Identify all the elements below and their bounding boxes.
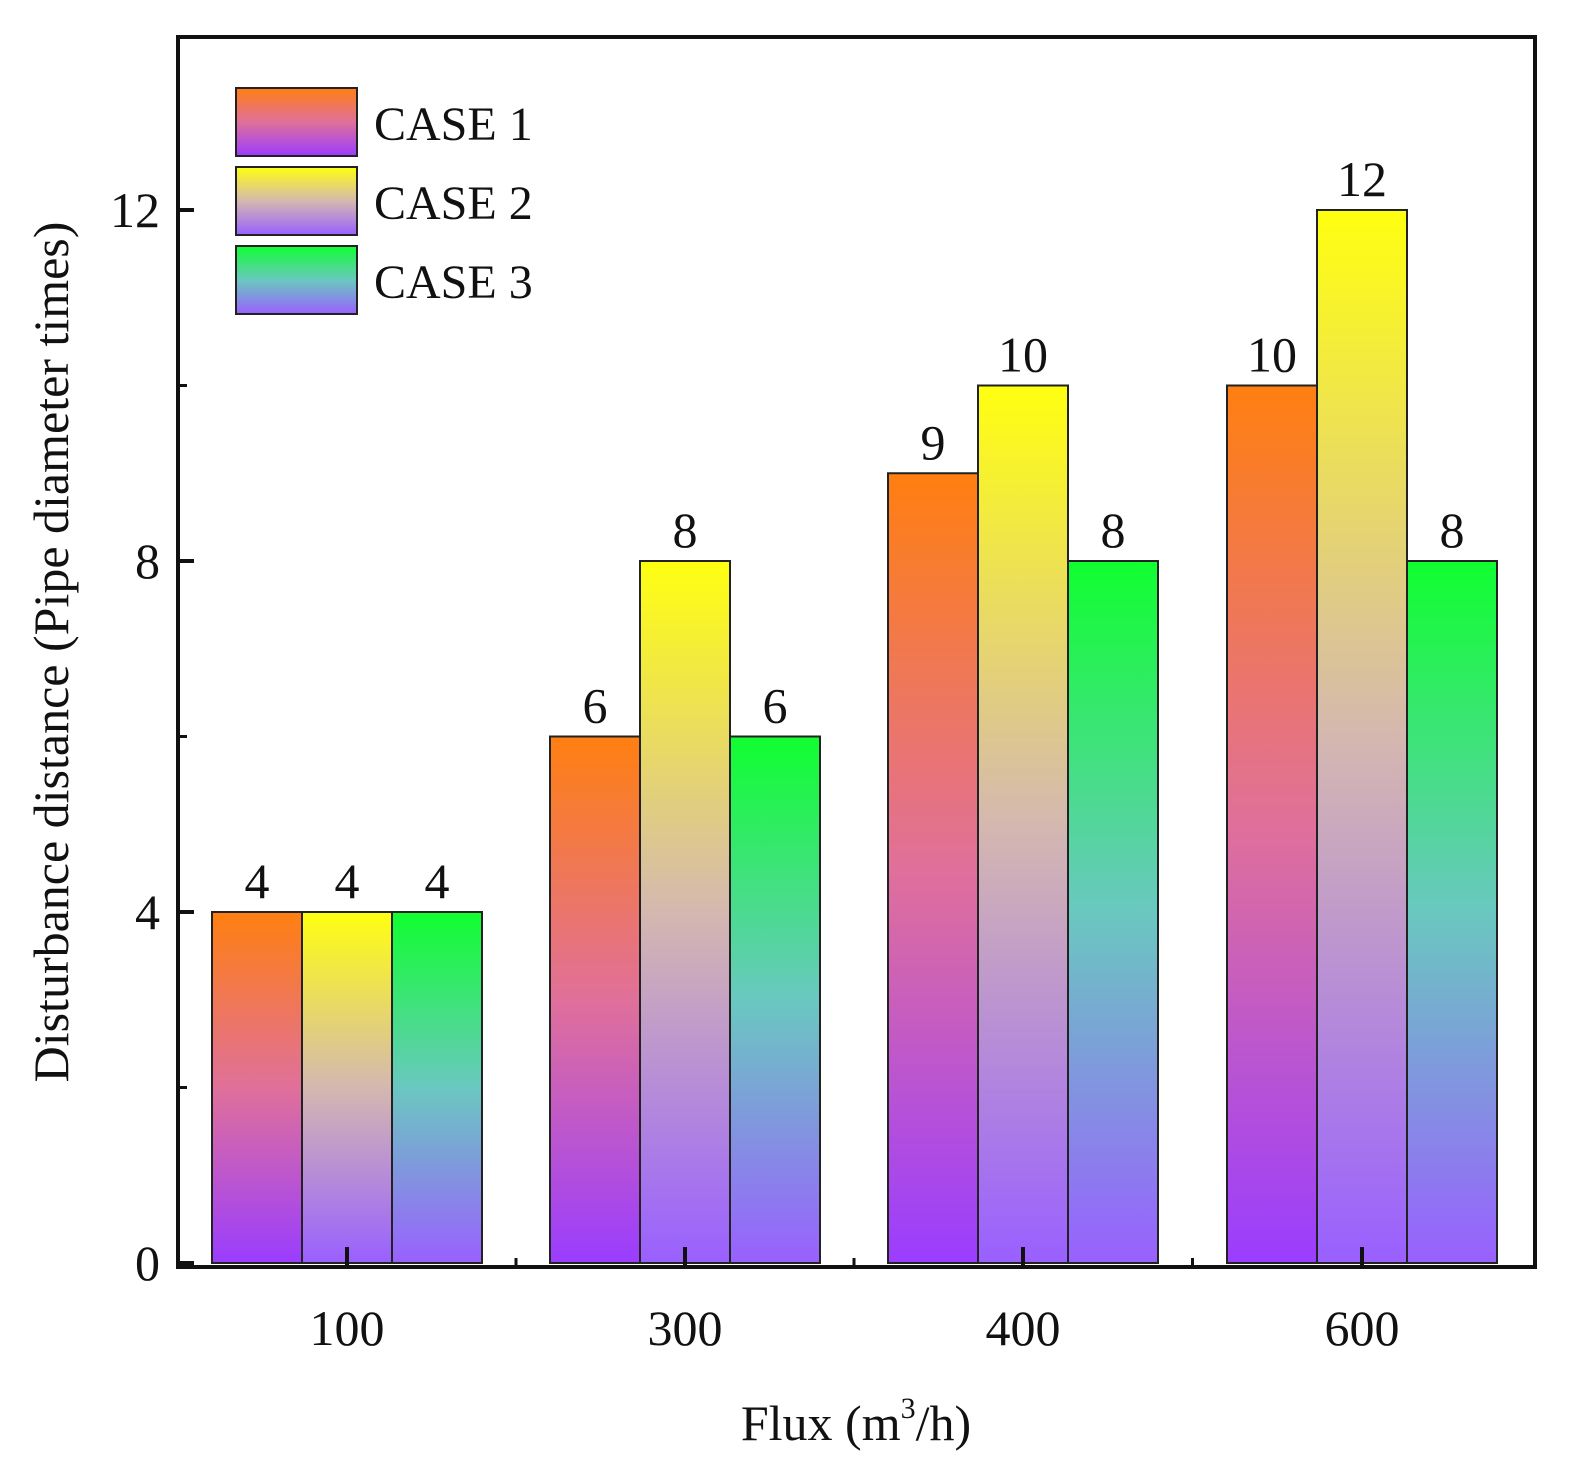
x-axis-title-suffix: /h) <box>916 1395 972 1451</box>
y-axis-title: Disturbance distance (Pipe diameter time… <box>23 222 79 1083</box>
legend-label: CASE 2 <box>374 177 533 230</box>
x-tick-label: 400 <box>986 1300 1061 1356</box>
data-label: 9 <box>921 414 946 470</box>
x-tick-label: 300 <box>648 1300 723 1356</box>
bar-case-1-600 <box>1226 384 1318 1264</box>
data-label: 4 <box>245 853 270 909</box>
data-label: 10 <box>998 327 1048 383</box>
bar-case-1-100 <box>211 911 303 1264</box>
data-label: 12 <box>1337 151 1387 207</box>
bar-case-1-400 <box>887 472 979 1264</box>
x-axis-title-superscript: 3 <box>901 1392 916 1425</box>
legend-swatch-case-1 <box>235 87 358 157</box>
legend: CASE 1 CASE 2 CASE 3 <box>235 87 533 315</box>
bar-case-3-300 <box>729 735 821 1264</box>
x-tick-label: 100 <box>310 1300 385 1356</box>
bar-case-2-100 <box>301 911 393 1264</box>
data-label: 10 <box>1247 327 1297 383</box>
data-label: 6 <box>763 678 788 734</box>
data-label: 4 <box>335 853 360 909</box>
y-tick-label: 8 <box>135 533 160 589</box>
data-label: 4 <box>425 853 450 909</box>
y-tick-label: 12 <box>110 182 160 238</box>
bar-case-3-400 <box>1067 560 1159 1264</box>
legend-swatch-case-2 <box>235 166 358 236</box>
data-label: 8 <box>1101 502 1126 558</box>
x-tick-label: 600 <box>1325 1300 1400 1356</box>
y-axis: 0 4 8 12 <box>110 182 194 1291</box>
legend-swatch-case-3 <box>235 245 358 315</box>
data-label: 8 <box>1440 502 1465 558</box>
bar-case-2-600 <box>1316 209 1408 1264</box>
x-axis-title-prefix: Flux (m <box>741 1395 901 1451</box>
legend-label: CASE 1 <box>374 98 533 151</box>
data-labels-layer: 4 4 4 6 8 6 9 10 8 10 12 8 <box>245 151 1465 909</box>
y-tick-label: 4 <box>135 884 160 940</box>
x-axis: 100 300 400 600 <box>310 1247 1400 1356</box>
data-label: 8 <box>673 502 698 558</box>
x-axis-title: Flux (m3/h) <box>741 1392 971 1451</box>
legend-label: CASE 3 <box>374 256 533 309</box>
bar-case-2-300 <box>639 560 731 1264</box>
bar-case-3-600 <box>1406 560 1498 1264</box>
data-label: 6 <box>583 678 608 734</box>
bar-case-2-400 <box>977 384 1069 1264</box>
plot-frame <box>176 35 1537 1269</box>
bar-case-1-300 <box>549 735 641 1264</box>
bars-layer <box>211 209 1498 1264</box>
y-tick-label: 0 <box>135 1235 160 1291</box>
bar-case-3-100 <box>391 911 483 1264</box>
